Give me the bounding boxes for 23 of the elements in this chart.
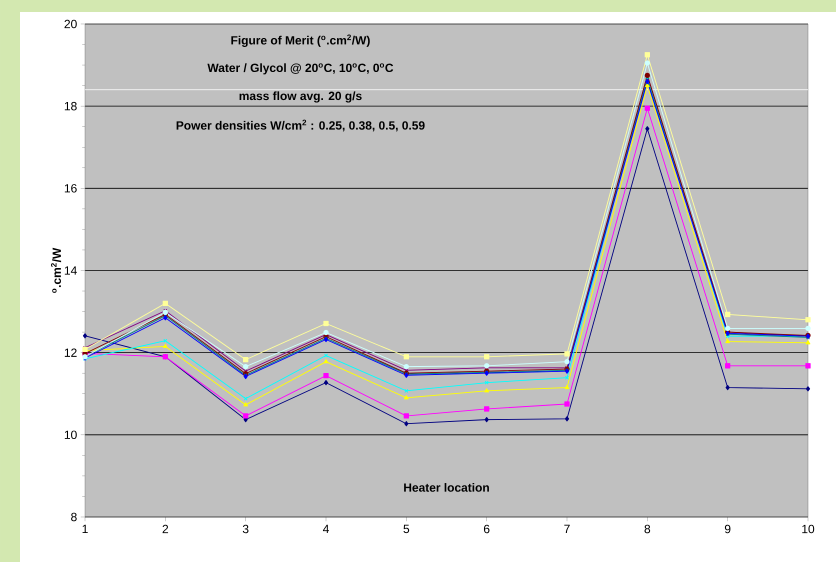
x-tick-label: 8: [644, 524, 650, 534]
y-tick-label: 10: [64, 430, 77, 440]
x-tick-label: 3: [242, 524, 248, 534]
annotation: Power densities W/cm$^{2}$ : 0.25, 0.38, 0.5, 0.59: [176, 120, 425, 132]
x-tick-label: 1: [82, 524, 88, 533]
y-tick-label: 18: [64, 102, 77, 110]
y-tick-label: 16: [64, 184, 77, 193]
x-tick-label: 6: [484, 524, 490, 534]
y-tick-label: 20: [64, 20, 77, 28]
y-axis-title: $^{o}$.cm$^{2}$/W: [50, 248, 62, 293]
x-tick-label: 10: [802, 524, 814, 534]
annotation: mass flow avg. 20 g/s: [240, 91, 362, 103]
x-tick-label: 2: [162, 524, 168, 534]
text: Water / Glycol @ 20$^{o}$C, 10$^{o}$C, 0$^{o}$C: [207, 63, 394, 74]
y-tick-label: 12: [64, 348, 77, 357]
x-tick-label: 5: [404, 524, 410, 534]
text: Figure of Merit ($^{o}$.cm$^{2}$/W): [231, 34, 370, 47]
x-axis-title: Heater location: [404, 483, 489, 492]
x-tick-label: 9: [724, 524, 730, 534]
y-tick-label: 14: [64, 266, 77, 275]
y-tick-label: 8: [71, 512, 77, 522]
x-tick-label: 7: [564, 524, 570, 533]
x-tick-label: 4: [322, 524, 329, 533]
